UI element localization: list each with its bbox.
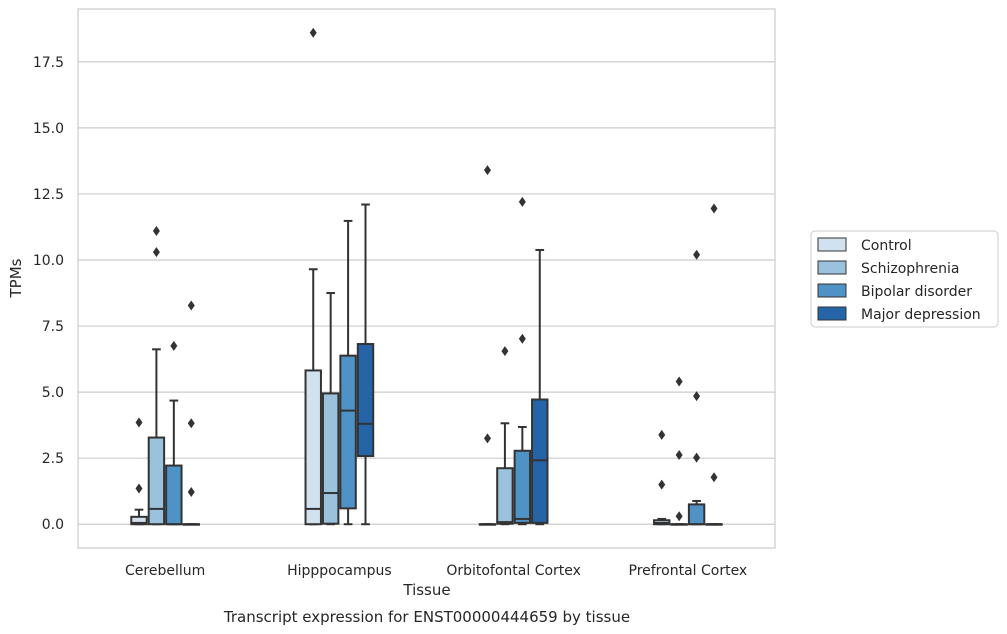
- legend-swatch: [817, 237, 847, 252]
- box-major-depression: [531, 248, 549, 526]
- x-tick-label: Cerebellum: [125, 563, 205, 579]
- outlier-point: [501, 346, 509, 357]
- box-iqr: [339, 354, 357, 510]
- box-iqr: [165, 464, 183, 526]
- outlier-point: [693, 249, 701, 260]
- box-groups: [130, 27, 723, 526]
- legend-frame: [810, 230, 999, 328]
- box-iqr: [321, 392, 340, 525]
- y-tick-label: 10.0: [33, 253, 64, 269]
- outlier-point: [135, 417, 143, 428]
- outlier-point: [187, 486, 195, 497]
- grid-lines: [78, 61, 775, 525]
- y-axis-label: TPMs: [7, 258, 25, 298]
- box-major-depression: [182, 300, 200, 526]
- extra-outliers: [675, 511, 683, 522]
- outlier-point: [710, 203, 718, 214]
- box-iqr: [356, 343, 375, 458]
- outlier-point: [675, 449, 683, 460]
- outlier-point: [693, 452, 701, 463]
- outlier-point: [693, 391, 701, 402]
- box-bipolar-disorder: [687, 249, 706, 526]
- legend-swatch: [817, 260, 847, 275]
- outlier-point: [518, 333, 526, 344]
- outlier-point: [187, 418, 195, 429]
- box-schizophrenia: [670, 376, 688, 526]
- y-axis-ticks: 0.0 2.5 5.0 7.5 10.0 12.5 15.0 17.5: [33, 55, 64, 533]
- box-control: [478, 165, 497, 526]
- y-tick-label: 5.0: [42, 385, 64, 401]
- box-major-depression: [705, 203, 723, 526]
- box-control: [653, 429, 671, 526]
- x-axis-ticks: Cerebellum Hipppocampus Orbitofontal Corte…: [125, 563, 747, 579]
- outlier-point: [675, 511, 683, 522]
- legend-entry: Major depression: [861, 307, 981, 323]
- outlier-point: [675, 376, 683, 387]
- box-bipolar-disorder: [339, 219, 357, 526]
- y-tick-label: 17.5: [33, 55, 64, 71]
- chart-caption: Transcript expression for ENST0000044465…: [223, 608, 630, 626]
- legend-swatch: [817, 306, 847, 321]
- box-iqr: [147, 436, 166, 526]
- legend-swatch: [817, 283, 847, 298]
- box-iqr: [687, 503, 706, 526]
- box-iqr: [304, 369, 322, 526]
- outlier-point: [135, 483, 143, 494]
- box-schizophrenia: [147, 225, 166, 526]
- extra-outliers: [675, 449, 683, 460]
- box-bipolar-disorder: [513, 196, 532, 526]
- box-iqr: [513, 449, 532, 524]
- outlier-point: [152, 225, 160, 236]
- y-tick-label: 7.5: [42, 319, 64, 335]
- x-tick-label: Hipppocampus: [287, 563, 392, 579]
- box-control: [130, 417, 148, 526]
- box-bipolar-disorder: [165, 340, 183, 526]
- outlier-point: [483, 433, 491, 444]
- y-tick-label: 12.5: [33, 187, 64, 203]
- box-schizophrenia: [321, 292, 340, 526]
- box-iqr: [130, 515, 148, 526]
- box-schizophrenia: [496, 346, 514, 526]
- outlier-point: [170, 340, 178, 351]
- outlier-point: [309, 27, 317, 38]
- x-tick-label: Orbitofontal Cortex: [446, 563, 581, 579]
- x-axis-label: Tissue: [402, 581, 450, 599]
- y-tick-label: 2.5: [42, 451, 64, 467]
- outlier-point: [187, 300, 195, 311]
- outlier-point: [152, 247, 160, 258]
- outlier-point: [658, 479, 666, 490]
- outlier-point: [658, 429, 666, 440]
- outlier-point: [483, 165, 491, 176]
- plot-frame: [77, 8, 776, 549]
- outlier-point: [710, 472, 718, 483]
- y-tick-label: 15.0: [33, 121, 64, 137]
- y-tick-label: 0.0: [42, 517, 64, 533]
- legend-entry: Bipolar disorder: [861, 284, 972, 300]
- box-major-depression: [356, 203, 375, 526]
- box-iqr: [496, 467, 514, 525]
- legend-entry: Schizophrenia: [861, 261, 959, 277]
- box-control: [304, 27, 322, 526]
- legend: Control Schizophrenia Bipolar disorder Majo…: [810, 230, 999, 328]
- outlier-point: [518, 196, 526, 207]
- x-tick-label: Prefrontal Cortex: [629, 563, 748, 579]
- legend-entry: Control: [861, 238, 912, 254]
